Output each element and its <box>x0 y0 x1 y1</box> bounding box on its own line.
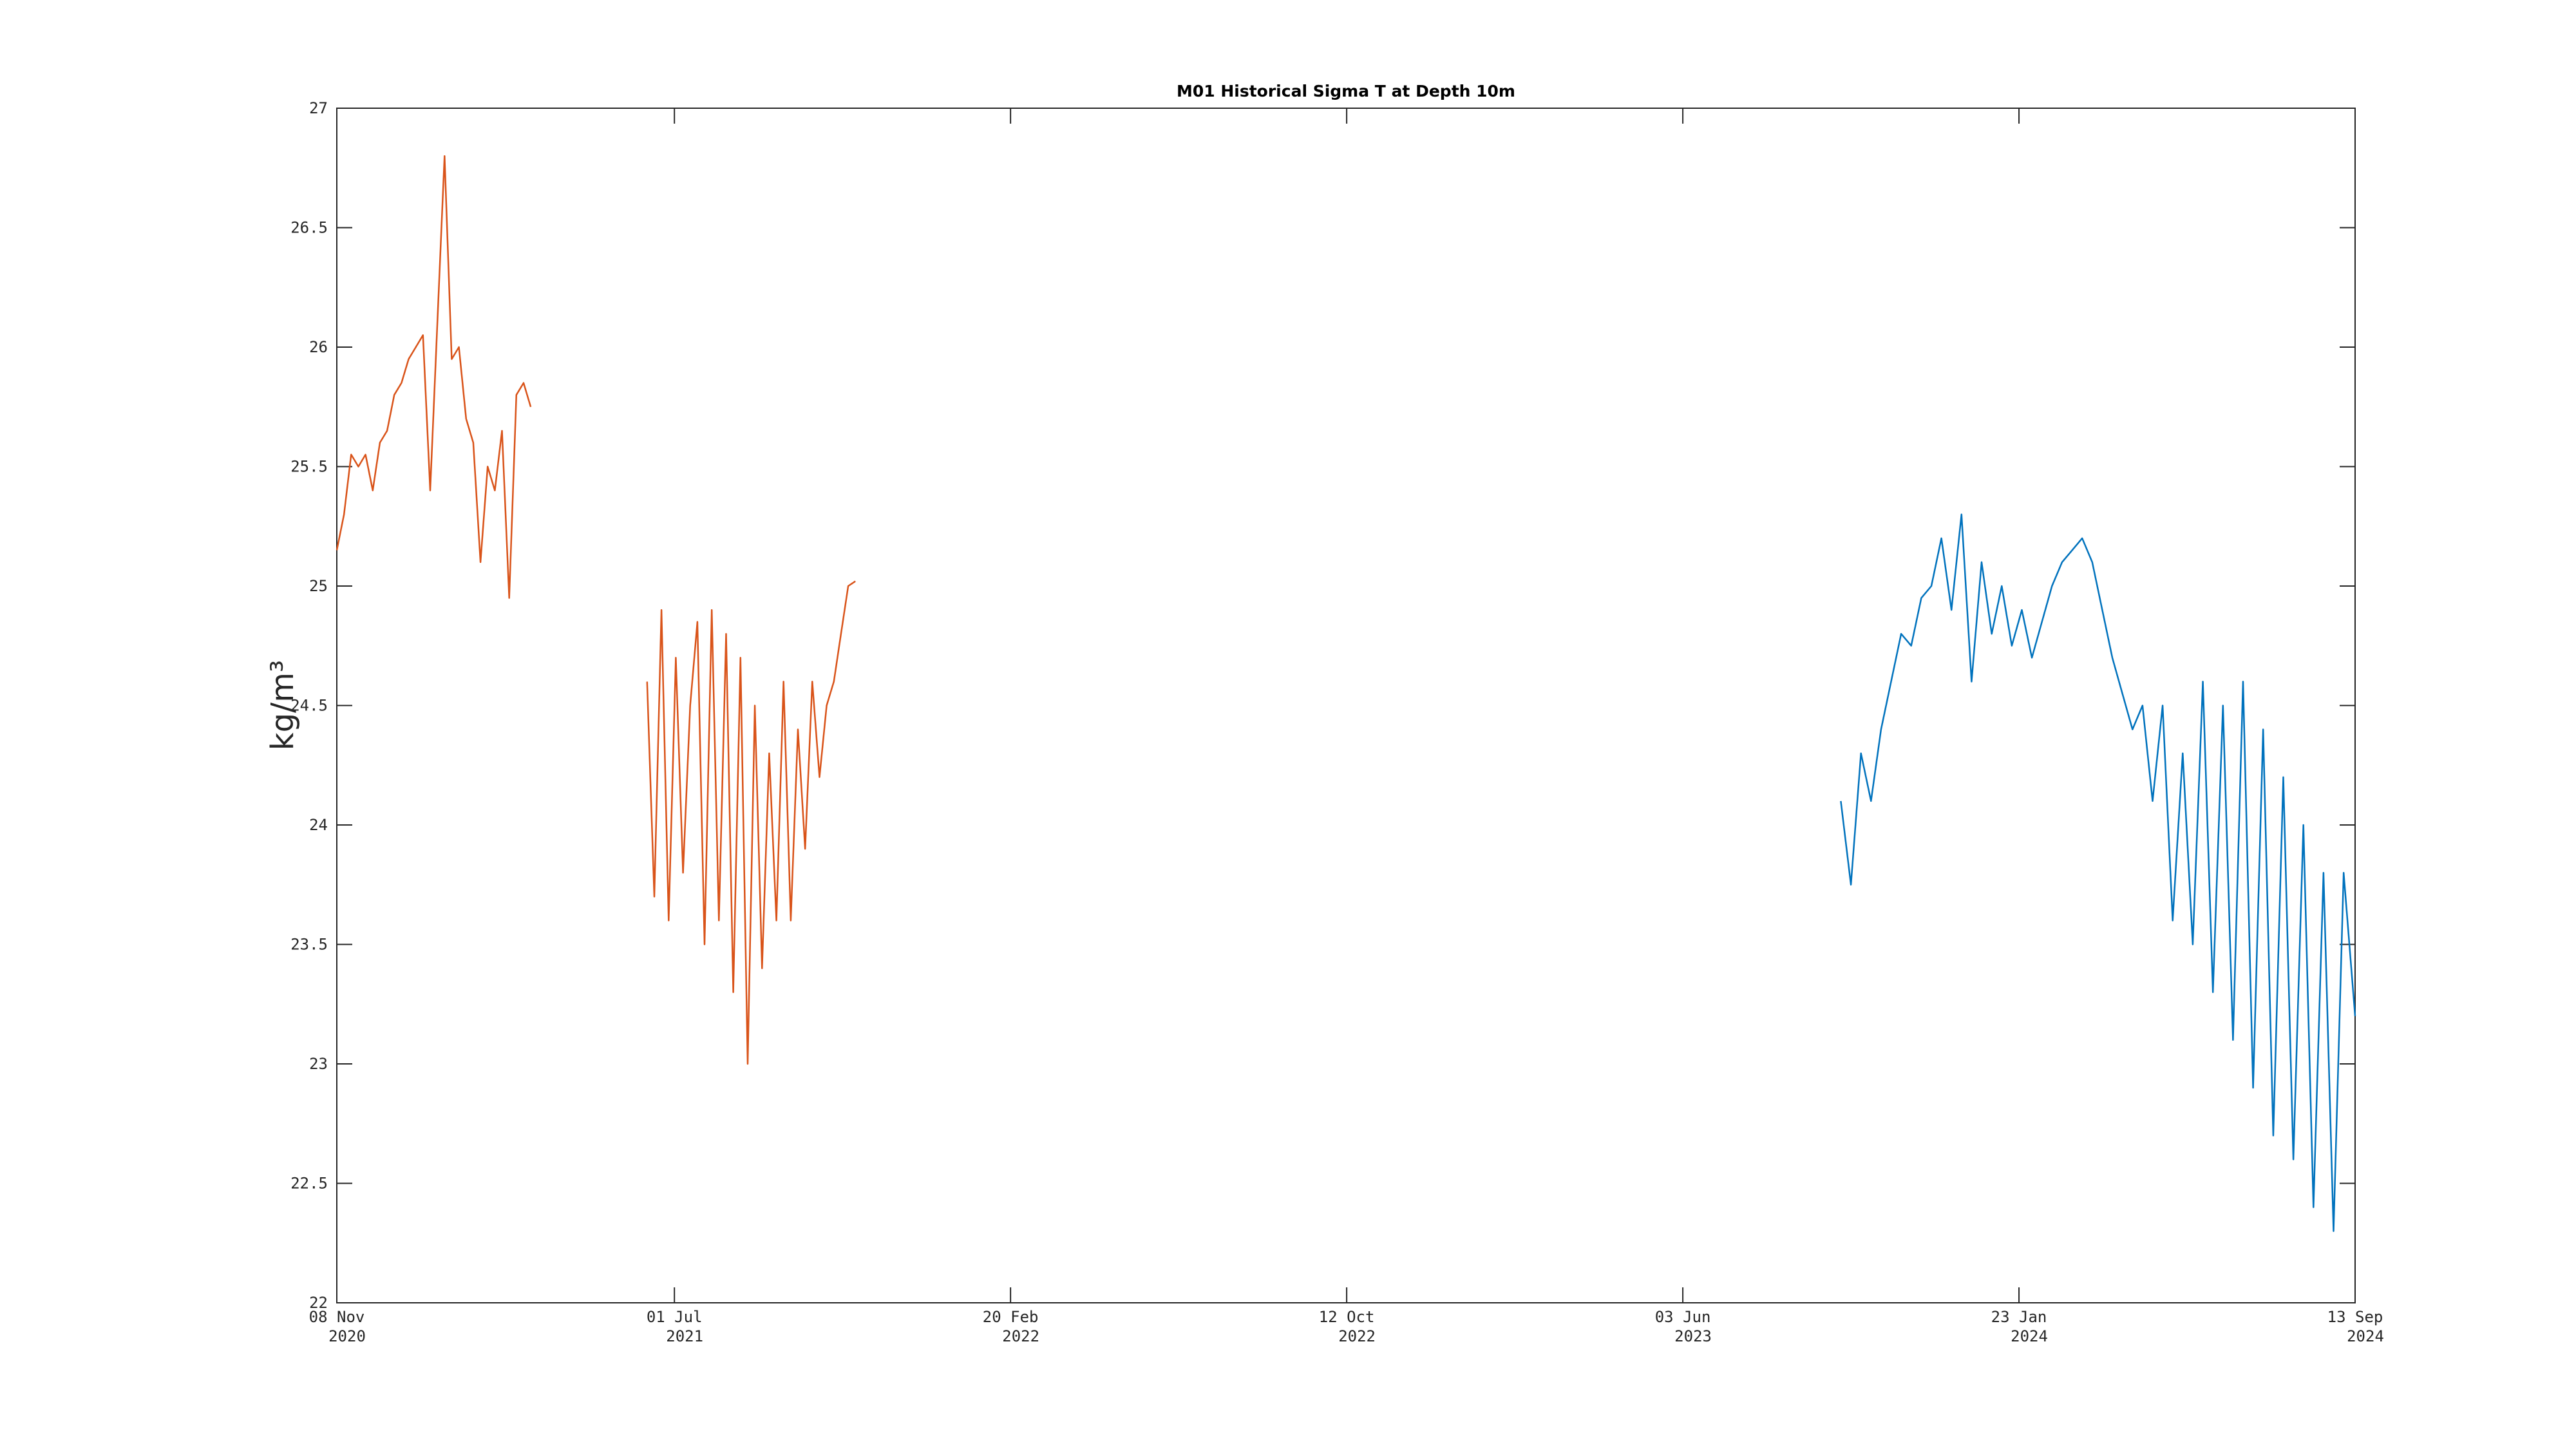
x-tick-label-line: 13 Sep <box>2327 1308 2383 1326</box>
x-tick-label: 23 Jan 2024 <box>1991 1308 2048 1345</box>
x-tick-label-line: 2020 <box>328 1327 366 1345</box>
y-tick-label: 23.5 <box>290 936 328 954</box>
y-tick-label: 23 <box>309 1055 328 1073</box>
x-tick-label: 20 Feb 2022 <box>983 1308 1039 1345</box>
y-tick-label: 27 <box>309 99 328 117</box>
y-axis-label: kg/m³ <box>265 660 301 750</box>
x-tick-label-line: 2024 <box>2347 1327 2384 1345</box>
data-line <box>336 155 532 599</box>
x-tick-label-line: 2022 <box>1338 1327 1376 1345</box>
x-tick-label: 12 Oct 2022 <box>1319 1308 1376 1345</box>
x-tick-label-line: 08 Nov <box>309 1308 365 1326</box>
x-tick-label: 01 Jul 2021 <box>647 1308 703 1345</box>
y-tick-label: 22.5 <box>290 1175 328 1193</box>
y-tick-label: 26 <box>309 338 328 356</box>
x-tick-label-line: 2023 <box>1674 1327 1712 1345</box>
y-tick-label: 24 <box>309 816 328 834</box>
x-tick-label-line: 20 Feb <box>983 1308 1039 1326</box>
x-tick-label: 13 Sep 2024 <box>2327 1308 2384 1345</box>
x-tick-label-line: 2024 <box>2011 1327 2048 1345</box>
y-tick-label: 25.5 <box>290 458 328 476</box>
x-tick-label-line: 01 Jul <box>647 1308 703 1326</box>
y-tick-label: 24.5 <box>290 697 328 715</box>
data-line <box>646 580 856 1065</box>
x-tick-label: 03 Jun 2023 <box>1655 1308 1712 1345</box>
data-line <box>1840 513 2356 1232</box>
x-tick-label-line: 03 Jun <box>1655 1308 1711 1326</box>
x-tick-label-line: 12 Oct <box>1319 1308 1375 1326</box>
x-tick-label: 08 Nov 2020 <box>309 1308 366 1345</box>
chart-title: M01 Historical Sigma T at Depth 10m <box>1177 82 1515 100</box>
y-tick-label: 26.5 <box>290 219 328 237</box>
x-tick-label-line: 2021 <box>666 1327 703 1345</box>
y-tick-label: 22 <box>309 1294 328 1312</box>
x-tick-label-line: 2022 <box>1002 1327 1039 1345</box>
x-tick-label-line: 23 Jan <box>1991 1308 2047 1326</box>
y-tick-label: 25 <box>309 577 328 595</box>
